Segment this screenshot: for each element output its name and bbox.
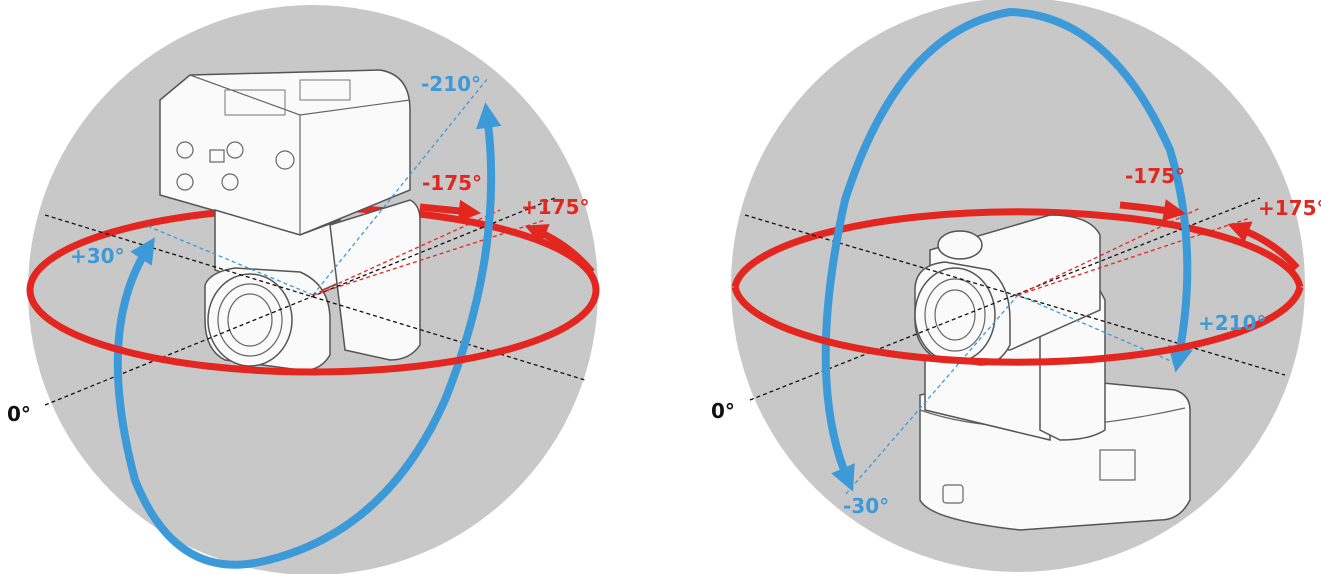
right-pan-ring-front: [731, 286, 1304, 366]
left-pan-arrow-front: [419, 199, 482, 223]
figure-ceiling-mount: -210° -175° +175° +30° 0°: [7, 5, 600, 574]
right-label-pan-front: -175°: [1125, 164, 1185, 188]
right-pan-ring-back: [731, 208, 1304, 288]
right-label-pan-back: +175°: [1258, 196, 1321, 220]
left-label-pan-front: -175°: [422, 171, 482, 195]
right-pan-arrow-front: [1119, 199, 1187, 222]
right-axis-pan-back: [1017, 217, 1251, 296]
left-label-tilt-top: -210°: [421, 72, 481, 96]
right-pan-arrow-back: [1227, 221, 1300, 271]
left-label-tilt-bottom: +30°: [70, 244, 125, 268]
right-axis-pan-front: [1017, 207, 1201, 296]
right-label-origin: 0°: [711, 399, 735, 423]
left-label-pan-back: +175°: [521, 195, 590, 219]
left-tilt-arrow: [113, 102, 502, 569]
right-label-tilt-right: +210°: [1198, 311, 1267, 335]
left-pan-ring-front: [26, 289, 600, 376]
left-label-origin: 0°: [7, 402, 31, 426]
left-pan-arrow-back: [524, 224, 595, 275]
right-label-tilt-bottom: -30°: [843, 494, 889, 518]
figure-desk-mount: -175° +175° +210° -30° 0°: [711, 0, 1321, 572]
